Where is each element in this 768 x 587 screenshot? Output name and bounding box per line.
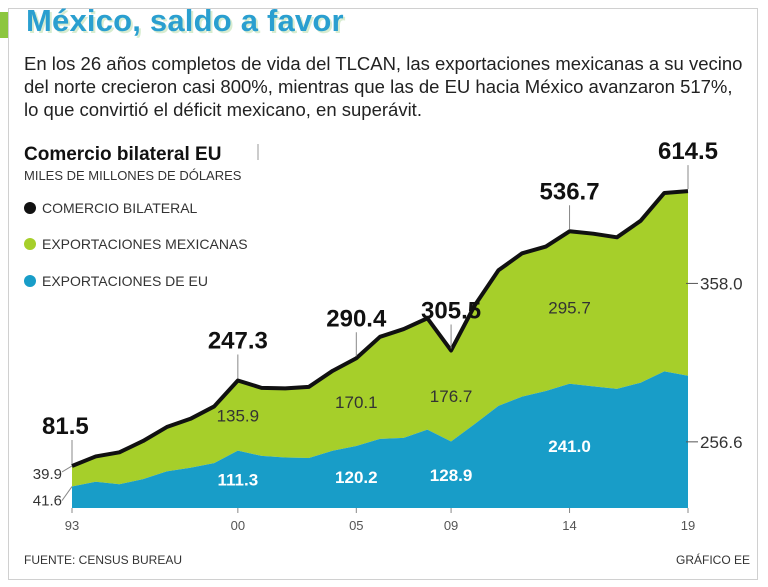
legend-label-2: EXPORTACIONES DE EU [42, 273, 208, 289]
us-exports-label-2009: 128.9 [430, 466, 473, 485]
mexican-exports-label-2014: 295.7 [548, 298, 591, 317]
legend-swatch-0 [24, 202, 36, 214]
description-line-3: lo que convirtió el déficit mexicano, en… [24, 99, 422, 120]
source-note: FUENTE: CENSUS BUREAU [24, 553, 183, 567]
x-tick-label-09: 09 [444, 518, 458, 533]
legend-swatch-2 [24, 275, 36, 287]
credit-note: GRÁFICO EE [675, 553, 750, 567]
bilateral-trade-line [71, 189, 689, 468]
us-exports-label-2000: 111.3 [218, 470, 259, 489]
right-label-mex: 358.0 [700, 274, 743, 293]
peak-label-2000: 247.3 [208, 327, 268, 354]
left-leader-mex [61, 465, 73, 473]
us-exports-area [72, 371, 688, 508]
peak-label-1993: 81.5 [42, 413, 89, 440]
mexican-exports-label-2005: 170.1 [335, 393, 378, 412]
description-line-1: En los 26 años completos de vida del TLC… [24, 53, 743, 74]
left-label-eu: 41.6 [33, 493, 62, 510]
description-line-2: del norte crecieron casi 800%, mientras … [24, 76, 733, 97]
us-exports-label-2014: 241.0 [548, 437, 591, 456]
x-tick-label-19: 19 [681, 518, 695, 533]
x-tick-label-14: 14 [562, 518, 576, 533]
legend-label-1: EXPORTACIONES MEXICANAS [42, 236, 248, 252]
legend-swatch-1 [24, 238, 36, 250]
legend-label-0: COMERCIO BILATERAL [42, 200, 198, 216]
left-leader-eu [61, 486, 73, 501]
page-title: México, saldo a favor [26, 3, 344, 38]
x-tick-label-00: 00 [231, 518, 245, 533]
mexican-exports-label-2009: 176.7 [430, 387, 473, 406]
peak-label-2009: 305.5 [421, 297, 481, 324]
title-accent-bar [0, 12, 8, 38]
peak-label-2005: 290.4 [326, 305, 387, 332]
chart-ylabel: MILES DE MILLONES DE DÓLARES [24, 168, 242, 183]
description: En los 26 años completos de vida del TLC… [24, 52, 743, 121]
x-tick-label-05: 05 [349, 518, 363, 533]
peak-label-2019: 614.5 [658, 138, 718, 165]
chart-title: Comercio bilateral EU [24, 144, 221, 165]
us-exports-label-2005: 120.2 [335, 468, 378, 487]
peak-label-2014: 536.7 [540, 178, 600, 205]
left-label-mex: 39.9 [33, 466, 62, 483]
x-tick-label-93: 93 [65, 518, 79, 533]
right-label-eu: 256.6 [700, 433, 743, 452]
mexican-exports-label-2000: 135.9 [217, 407, 260, 426]
